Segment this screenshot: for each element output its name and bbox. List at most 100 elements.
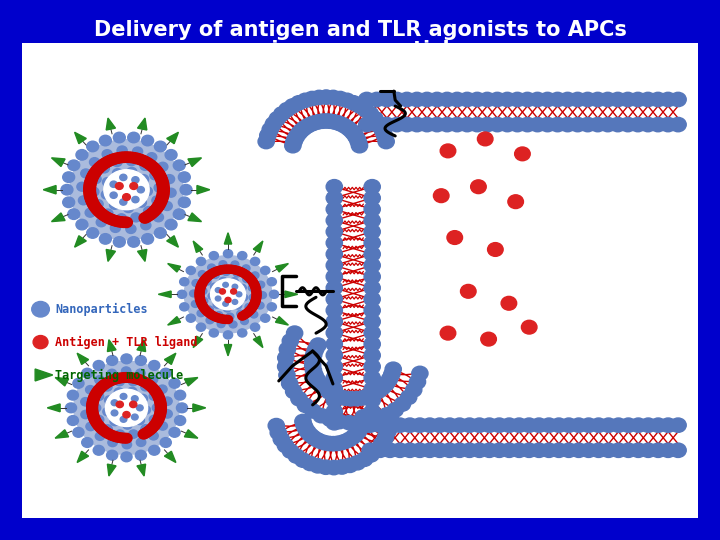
- Circle shape: [86, 404, 98, 414]
- Circle shape: [429, 117, 445, 132]
- Circle shape: [339, 93, 355, 107]
- Polygon shape: [137, 464, 145, 476]
- Circle shape: [219, 261, 227, 268]
- Circle shape: [580, 443, 597, 457]
- Circle shape: [251, 286, 261, 294]
- Circle shape: [107, 375, 117, 385]
- Circle shape: [284, 139, 301, 153]
- Circle shape: [73, 361, 179, 454]
- Circle shape: [220, 277, 227, 284]
- Circle shape: [326, 370, 343, 385]
- Circle shape: [305, 404, 321, 418]
- Circle shape: [127, 387, 137, 396]
- Circle shape: [371, 117, 387, 131]
- Circle shape: [86, 141, 99, 152]
- Circle shape: [222, 268, 230, 275]
- Circle shape: [326, 225, 343, 239]
- Circle shape: [122, 367, 131, 375]
- Circle shape: [561, 443, 577, 457]
- Circle shape: [221, 315, 230, 323]
- Circle shape: [251, 323, 260, 331]
- Circle shape: [73, 428, 84, 437]
- Circle shape: [380, 424, 396, 438]
- Circle shape: [118, 217, 130, 227]
- Circle shape: [120, 152, 132, 163]
- Circle shape: [509, 92, 526, 107]
- Circle shape: [120, 394, 127, 399]
- Polygon shape: [276, 316, 289, 325]
- Circle shape: [99, 234, 112, 244]
- Circle shape: [621, 443, 636, 457]
- Circle shape: [70, 140, 183, 240]
- Circle shape: [341, 415, 357, 430]
- Circle shape: [326, 114, 342, 129]
- Circle shape: [340, 121, 356, 135]
- Polygon shape: [184, 377, 198, 386]
- Circle shape: [611, 443, 626, 457]
- Circle shape: [84, 181, 96, 192]
- Circle shape: [312, 377, 329, 392]
- Circle shape: [115, 430, 125, 438]
- Circle shape: [136, 198, 146, 207]
- Circle shape: [127, 237, 140, 247]
- Circle shape: [110, 224, 120, 232]
- Circle shape: [382, 372, 397, 386]
- Circle shape: [374, 437, 390, 451]
- Circle shape: [180, 185, 192, 195]
- Circle shape: [153, 213, 163, 222]
- Circle shape: [289, 129, 305, 143]
- Circle shape: [501, 418, 518, 433]
- Circle shape: [366, 387, 382, 401]
- Circle shape: [240, 311, 248, 319]
- Circle shape: [174, 209, 185, 219]
- Circle shape: [387, 403, 403, 417]
- Circle shape: [338, 434, 354, 448]
- Circle shape: [238, 285, 246, 291]
- Circle shape: [176, 403, 187, 413]
- Polygon shape: [106, 249, 115, 261]
- Circle shape: [121, 452, 132, 462]
- Circle shape: [353, 421, 369, 435]
- Circle shape: [248, 277, 257, 285]
- Circle shape: [372, 418, 388, 433]
- Circle shape: [326, 269, 343, 284]
- Circle shape: [481, 418, 498, 433]
- Circle shape: [127, 167, 137, 177]
- Circle shape: [84, 191, 96, 201]
- Circle shape: [86, 197, 99, 208]
- Circle shape: [147, 153, 157, 161]
- Polygon shape: [55, 377, 68, 386]
- Circle shape: [345, 126, 361, 140]
- Circle shape: [163, 410, 172, 418]
- Circle shape: [158, 163, 168, 171]
- Circle shape: [237, 310, 245, 317]
- Circle shape: [160, 368, 171, 378]
- Circle shape: [174, 160, 185, 171]
- Circle shape: [322, 114, 338, 129]
- Circle shape: [251, 284, 260, 292]
- Circle shape: [294, 414, 311, 429]
- Circle shape: [140, 428, 151, 438]
- Circle shape: [66, 403, 76, 413]
- Circle shape: [317, 436, 333, 450]
- Circle shape: [439, 92, 455, 107]
- Circle shape: [469, 92, 485, 107]
- Circle shape: [111, 374, 122, 383]
- Circle shape: [321, 384, 337, 399]
- Circle shape: [359, 92, 375, 107]
- Circle shape: [85, 193, 96, 203]
- Circle shape: [96, 209, 108, 219]
- Circle shape: [61, 185, 73, 195]
- Circle shape: [305, 358, 321, 372]
- Circle shape: [590, 117, 606, 132]
- Circle shape: [419, 92, 435, 107]
- Circle shape: [378, 134, 395, 149]
- Circle shape: [451, 443, 468, 457]
- Circle shape: [152, 416, 163, 426]
- Circle shape: [145, 208, 158, 219]
- Circle shape: [287, 326, 302, 340]
- Circle shape: [279, 103, 295, 117]
- Circle shape: [326, 382, 343, 396]
- Circle shape: [103, 209, 113, 218]
- Circle shape: [326, 281, 343, 295]
